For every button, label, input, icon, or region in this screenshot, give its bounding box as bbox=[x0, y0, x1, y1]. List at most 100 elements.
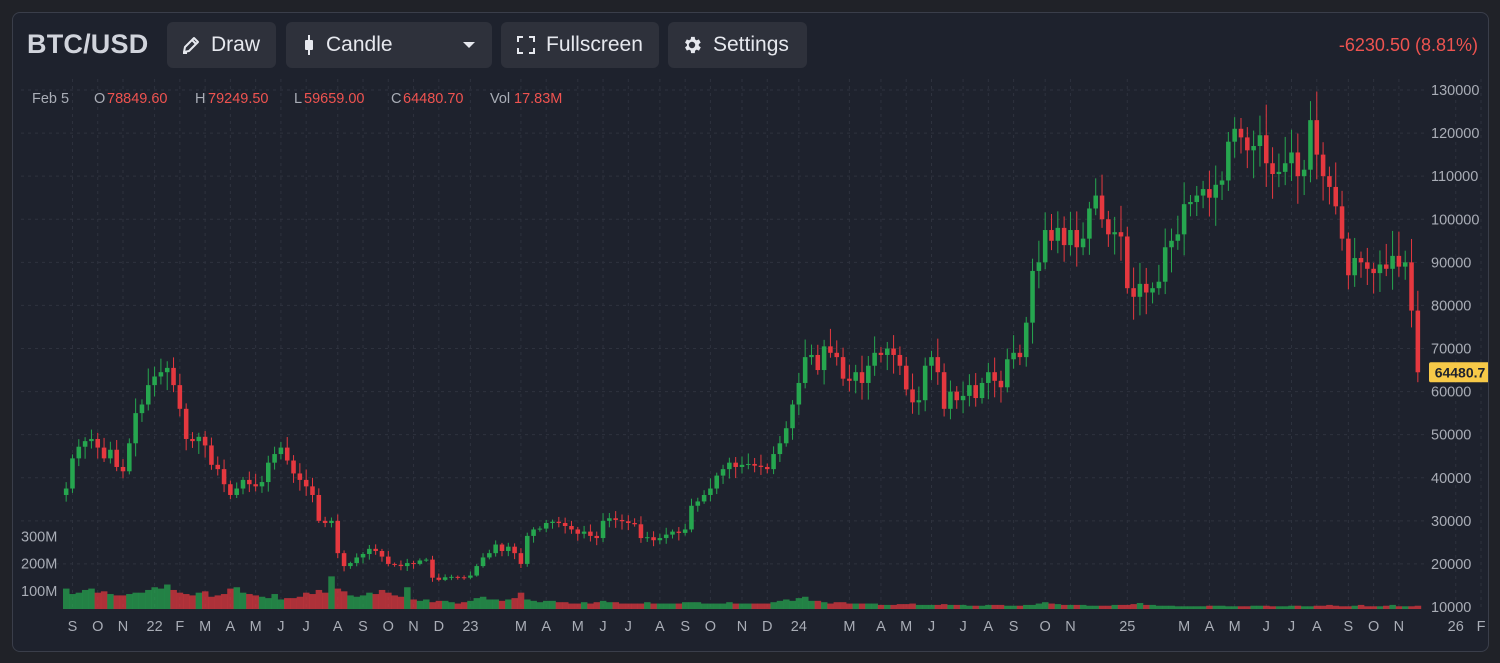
candle-body bbox=[493, 544, 498, 554]
candle-body bbox=[259, 482, 265, 487]
volume-bar bbox=[113, 595, 121, 609]
volume-bar bbox=[303, 592, 310, 609]
candle-body bbox=[101, 447, 107, 459]
volume-bar bbox=[1364, 606, 1371, 609]
time-tick-label: M bbox=[199, 619, 211, 635]
candle-body bbox=[796, 382, 802, 405]
volume-bar bbox=[252, 595, 260, 609]
candle-body bbox=[607, 518, 612, 521]
candle-body bbox=[1377, 264, 1383, 274]
time-tick-label: F bbox=[1477, 619, 1486, 635]
volume-bar bbox=[347, 595, 354, 609]
candle-body bbox=[1415, 310, 1421, 373]
candle-body bbox=[758, 465, 764, 467]
volume-bar bbox=[164, 584, 171, 609]
volume-bar bbox=[340, 591, 348, 609]
candle-body bbox=[190, 438, 195, 442]
volume-bar bbox=[290, 598, 297, 609]
candle-body bbox=[139, 404, 145, 414]
candle-body bbox=[1106, 219, 1111, 235]
volume-bar bbox=[1237, 606, 1245, 609]
candle-body bbox=[468, 575, 473, 578]
volume-bar bbox=[378, 589, 386, 609]
candles bbox=[63, 91, 1421, 582]
candle-body bbox=[303, 479, 309, 487]
candle-body bbox=[1320, 154, 1326, 177]
candle-body bbox=[689, 505, 694, 530]
settings-button[interactable]: Settings bbox=[668, 22, 807, 68]
volume-bar bbox=[587, 603, 594, 609]
candle-icon bbox=[305, 35, 313, 55]
volume-bar bbox=[1231, 606, 1239, 609]
volume-bar bbox=[618, 603, 626, 609]
candle-body bbox=[973, 385, 978, 399]
volume-bar bbox=[183, 594, 190, 609]
volume-bar bbox=[1162, 605, 1169, 609]
time-tick-label: M bbox=[900, 619, 912, 635]
candle-body bbox=[1226, 141, 1231, 181]
chart-type-select[interactable]: Candle bbox=[286, 22, 492, 68]
candle-body bbox=[916, 400, 922, 403]
volume-bar bbox=[656, 603, 664, 609]
candle-body bbox=[1333, 186, 1339, 207]
time-tick-label: J bbox=[1288, 619, 1295, 635]
volume-bar bbox=[637, 603, 645, 609]
price-tick-label: 110000 bbox=[1431, 169, 1478, 185]
volume-tick-label: 100M bbox=[21, 584, 57, 600]
last-price-tag-label: 64480.7 bbox=[1435, 364, 1486, 380]
legend-low: 59659.00 bbox=[304, 91, 365, 107]
price-tick-label: 30000 bbox=[1431, 514, 1471, 530]
time-tick-label: A bbox=[876, 619, 886, 635]
candle-body bbox=[935, 357, 941, 373]
volume-bar bbox=[1130, 604, 1137, 609]
candle-body bbox=[1270, 163, 1275, 175]
candle-body bbox=[1352, 258, 1357, 276]
candle-body bbox=[764, 466, 770, 470]
candle-body bbox=[783, 428, 789, 444]
price-tick-label: 10000 bbox=[1431, 600, 1471, 616]
volume-bar bbox=[795, 598, 803, 609]
candle-body bbox=[657, 538, 663, 541]
volume-bar bbox=[75, 592, 83, 609]
fullscreen-button[interactable]: Fullscreen bbox=[501, 22, 659, 68]
volume-bar bbox=[239, 592, 247, 609]
volume-bar bbox=[328, 576, 335, 609]
candle-body bbox=[998, 380, 1004, 388]
price-axis[interactable]: 130000 120000 110000 100000 90000 80000 70000 6… bbox=[1431, 83, 1479, 616]
candle-body bbox=[133, 413, 138, 444]
candle-body bbox=[1181, 204, 1187, 235]
volume-bar bbox=[871, 603, 878, 609]
price-chart[interactable]: 130000 120000 110000 100000 90000 80000 70000 6… bbox=[13, 13, 1489, 652]
volume-bar bbox=[63, 588, 70, 609]
time-tick-label: 22 bbox=[147, 619, 163, 635]
draw-button[interactable]: Draw bbox=[167, 22, 276, 68]
volume-bar bbox=[852, 603, 860, 609]
time-tick-label: A bbox=[226, 619, 236, 635]
volume-bar bbox=[599, 600, 607, 609]
volume-bar bbox=[827, 603, 834, 609]
candle-body bbox=[581, 531, 587, 534]
candle-body bbox=[392, 563, 397, 565]
candle-body bbox=[1276, 171, 1282, 175]
candle-body bbox=[1169, 240, 1174, 248]
price-tick-label: 20000 bbox=[1431, 557, 1471, 573]
candle-body bbox=[70, 458, 75, 489]
candle-body bbox=[329, 520, 334, 523]
candle-body bbox=[720, 469, 726, 476]
volume-bar bbox=[1079, 604, 1087, 609]
candle-body bbox=[1308, 120, 1313, 170]
candle-body bbox=[404, 563, 410, 567]
candle-body bbox=[1232, 128, 1237, 142]
candle-body bbox=[727, 462, 732, 470]
volume-bar bbox=[1098, 605, 1106, 609]
volume-bar bbox=[858, 603, 866, 609]
time-axis[interactable]: S O N 22 F M A M J J A S O N D 23 M A M J J A S O N D 24 M A M J J A S O N 2… bbox=[68, 619, 1486, 635]
candle-body bbox=[221, 469, 227, 485]
volume-bar bbox=[1370, 606, 1377, 609]
volume-bar bbox=[1282, 606, 1289, 609]
volume-bar bbox=[511, 598, 518, 609]
volume-bar bbox=[1035, 603, 1043, 609]
candle-body bbox=[1194, 195, 1200, 203]
candle-body bbox=[771, 454, 776, 470]
time-tick-label: J bbox=[959, 619, 966, 635]
